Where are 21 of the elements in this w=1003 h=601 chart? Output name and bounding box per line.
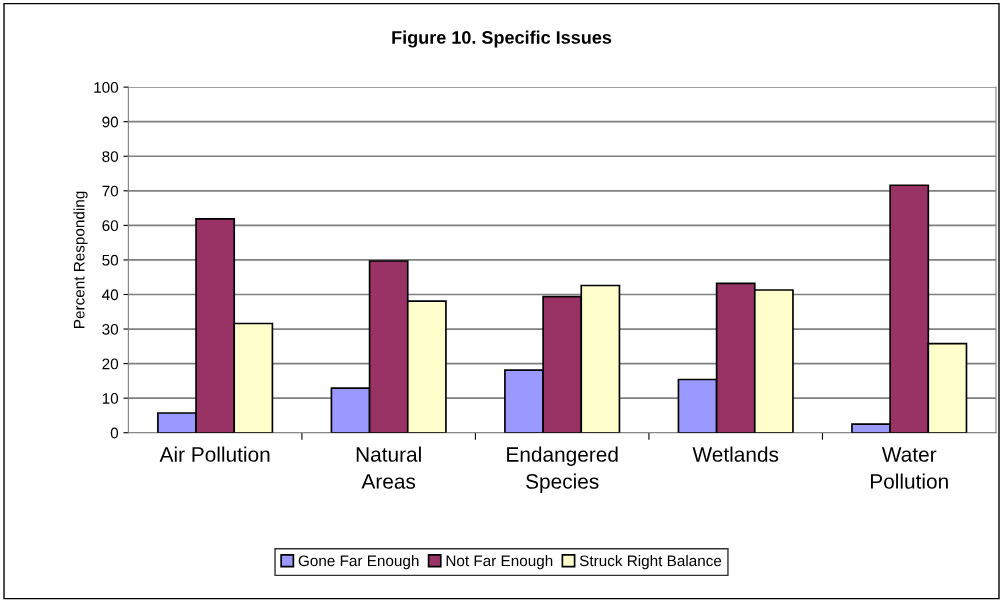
chart-title: Figure 10. Specific Issues [392, 30, 612, 48]
y-tick-label: 80 [102, 151, 119, 162]
legend-label: Struck Right Balance [579, 554, 722, 570]
y-tick-label: 90 [102, 116, 119, 128]
x-tick-label: Natural Areas [356, 446, 421, 489]
y-tick-label: 70 [102, 185, 119, 197]
x-tick-label: Water Pollution [870, 447, 948, 489]
x-tick-label: Air Pollution [159, 446, 270, 462]
y-tick-label: 10 [102, 393, 119, 404]
x-tick-label: Wetlands [692, 446, 779, 462]
y-tick-label: 30 [102, 323, 119, 335]
y-tick-label: 60 [102, 220, 119, 232]
y-tick-label: 100 [94, 82, 119, 93]
legend-label: Gone Far Enough [298, 554, 419, 570]
y-tick-label: 0 [110, 427, 119, 439]
y-tick-label: 40 [102, 289, 119, 301]
x-tick-label: Endangered Species [507, 446, 618, 493]
y-tick-label: 20 [102, 358, 119, 370]
y-tick-label: 50 [102, 254, 119, 266]
y-axis-title: Percent Responding [73, 191, 88, 328]
legend-label: Not Far Enough [446, 554, 553, 570]
